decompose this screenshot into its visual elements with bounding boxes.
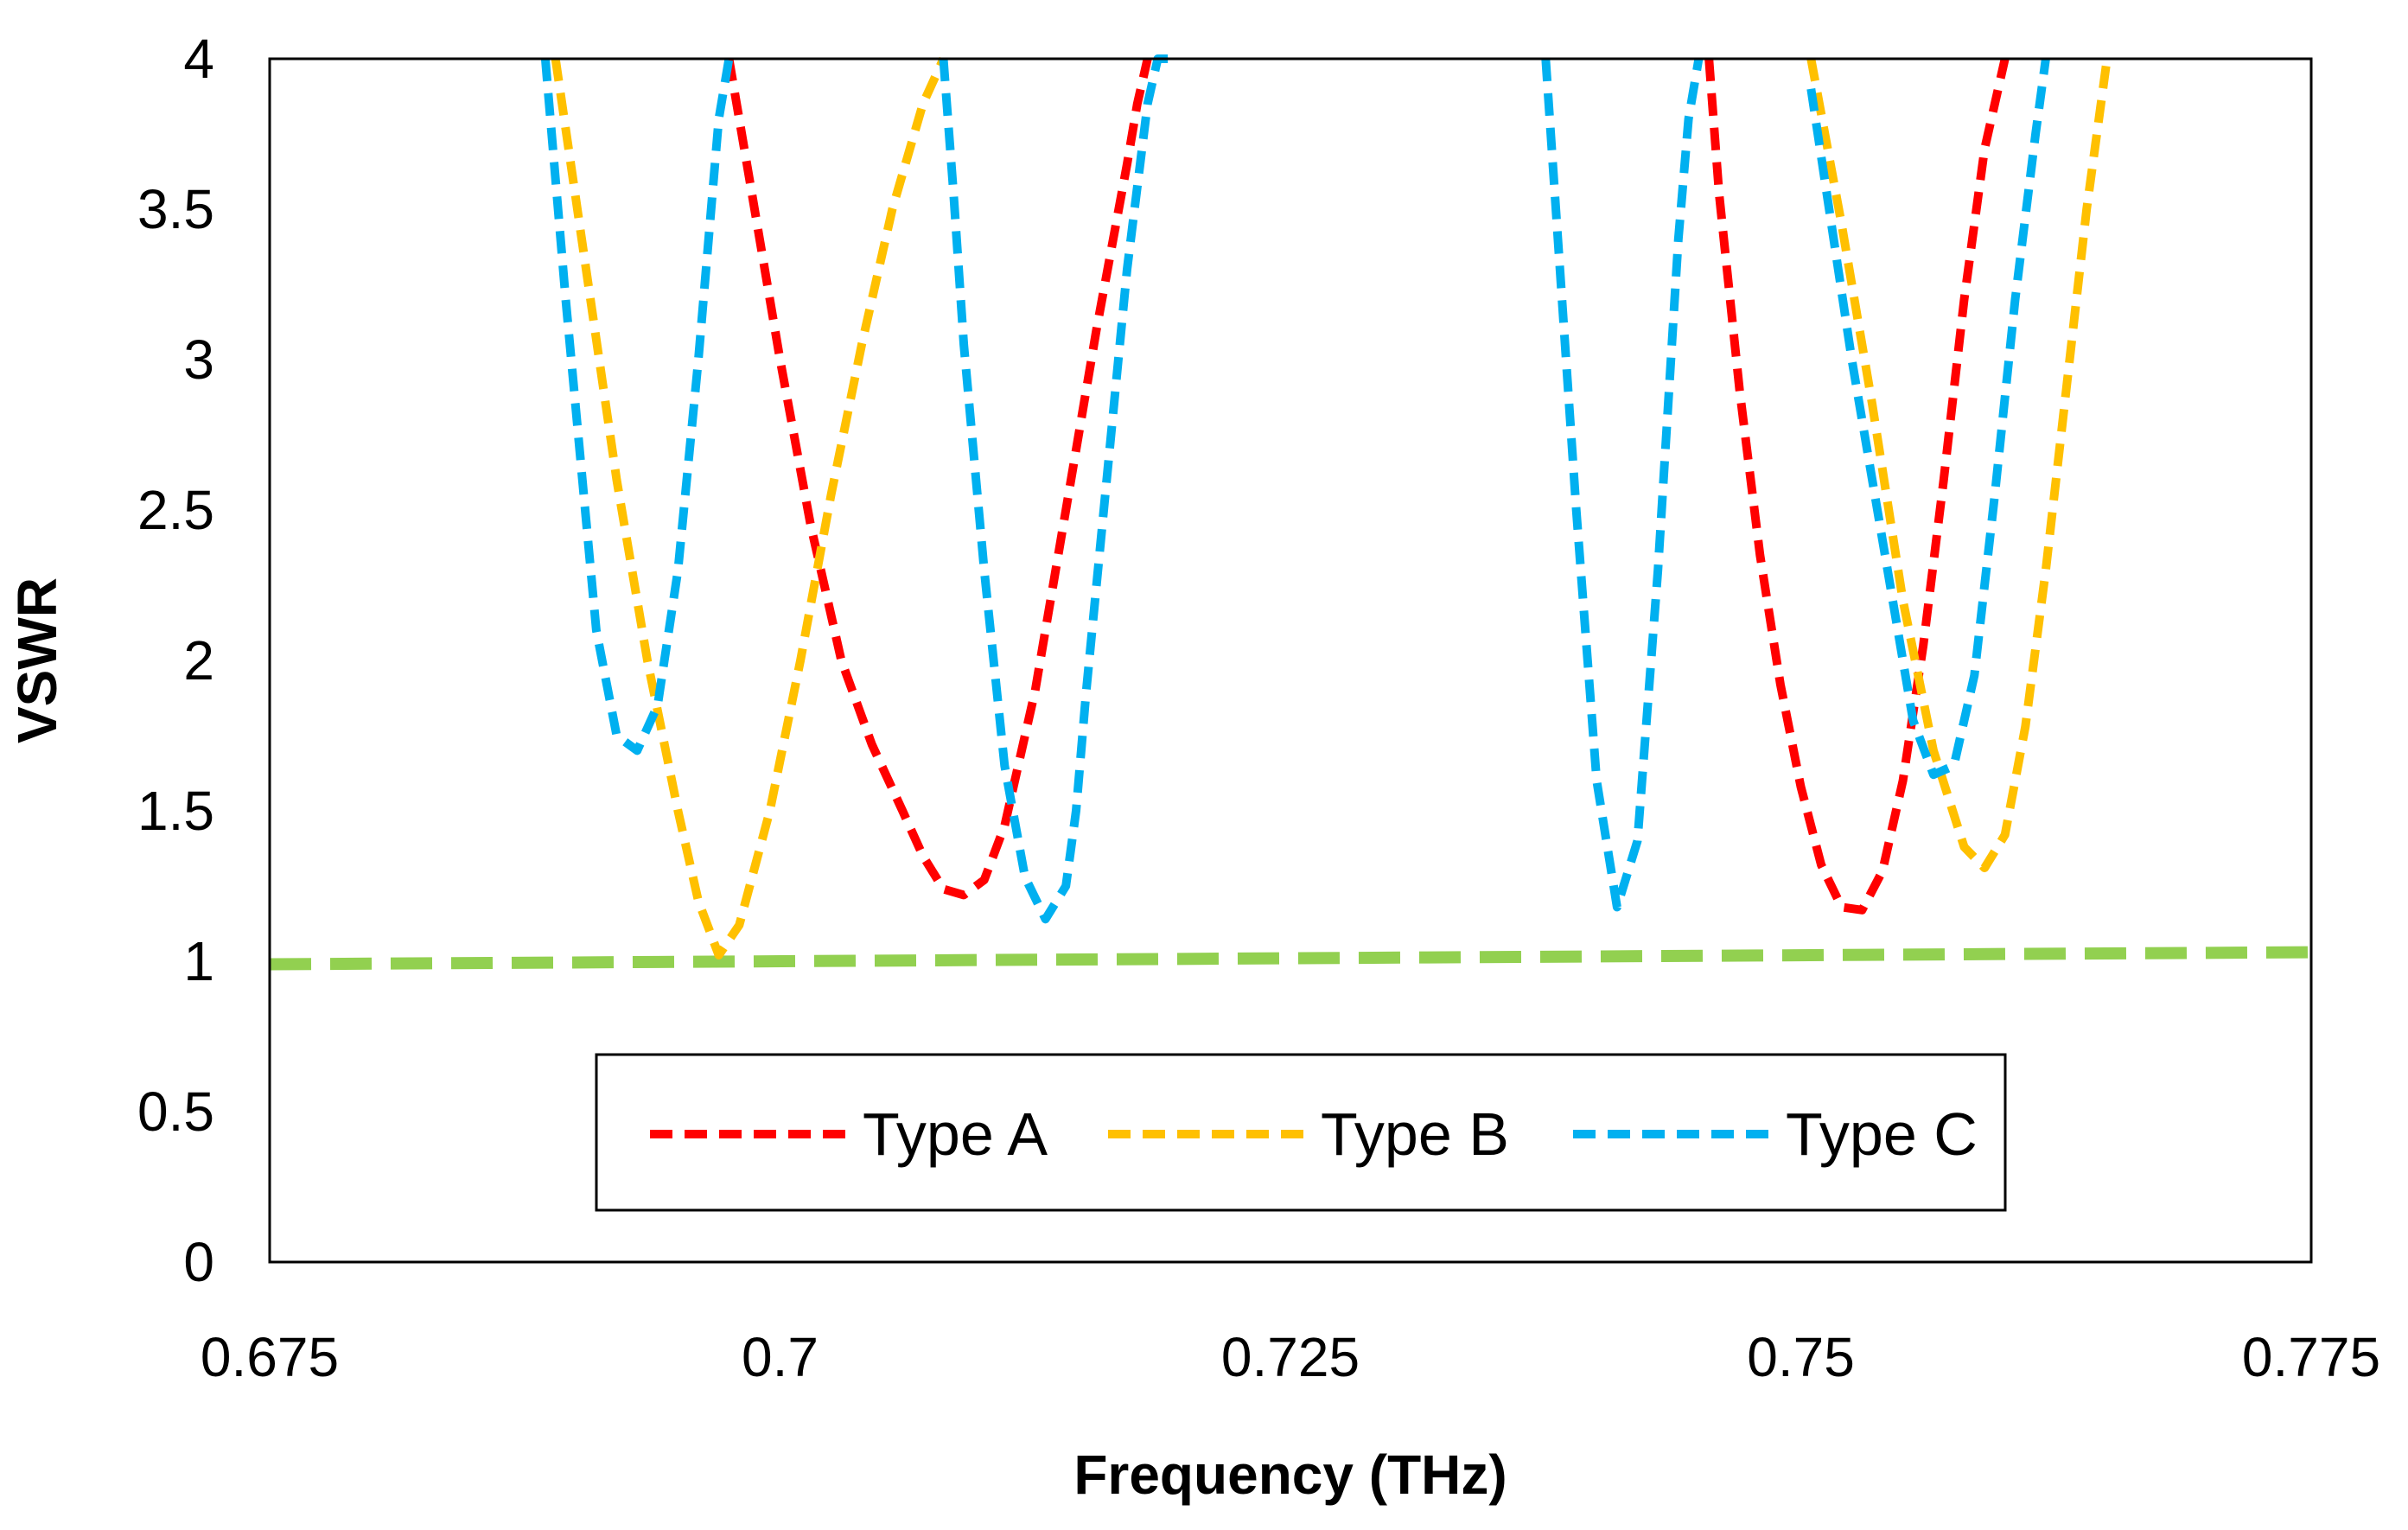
x-tick-label: 0.75 [1747, 1326, 1855, 1388]
y-axis-ticks: 0 0.5 1 1.5 2 2.5 3 3.5 4 [137, 28, 214, 1293]
y-tick-label: 1.5 [137, 780, 214, 842]
y-tick-label: 0 [183, 1231, 214, 1293]
series-line-reference [270, 946, 2311, 971]
x-axis-title: Frequency (THz) [1073, 1444, 1507, 1506]
y-tick-label: 2 [183, 629, 214, 692]
legend-label-type-b: Type B [1321, 1100, 1509, 1168]
y-tick-label: 1 [183, 930, 214, 992]
legend-label-type-a: Type A [863, 1100, 1048, 1168]
legend-label-type-c: Type C [1786, 1100, 1978, 1168]
y-tick-label: 2.5 [137, 479, 214, 541]
y-tick-label: 3.5 [137, 178, 214, 240]
x-tick-label: 0.7 [742, 1326, 819, 1388]
x-tick-label: 0.725 [1221, 1326, 1360, 1388]
series-layer [270, 54, 2311, 971]
plot-area-frame [268, 57, 2313, 1264]
y-tick-label: 0.5 [137, 1081, 214, 1143]
legend: Type A Type B Type C [595, 1053, 2007, 1212]
x-tick-label: 0.675 [201, 1326, 339, 1388]
series-line-type-b [551, 56, 2112, 959]
y-axis-title: VSWR [6, 577, 68, 743]
series-line-type-a [724, 57, 2010, 915]
y-tick-label: 3 [183, 328, 214, 391]
x-tick-label: 0.775 [2242, 1326, 2380, 1388]
x-axis-ticks: 0.675 0.7 0.725 0.75 0.775 [201, 1326, 2380, 1388]
series-line-type-c [540, 54, 2050, 924]
y-tick-label: 4 [183, 28, 214, 90]
